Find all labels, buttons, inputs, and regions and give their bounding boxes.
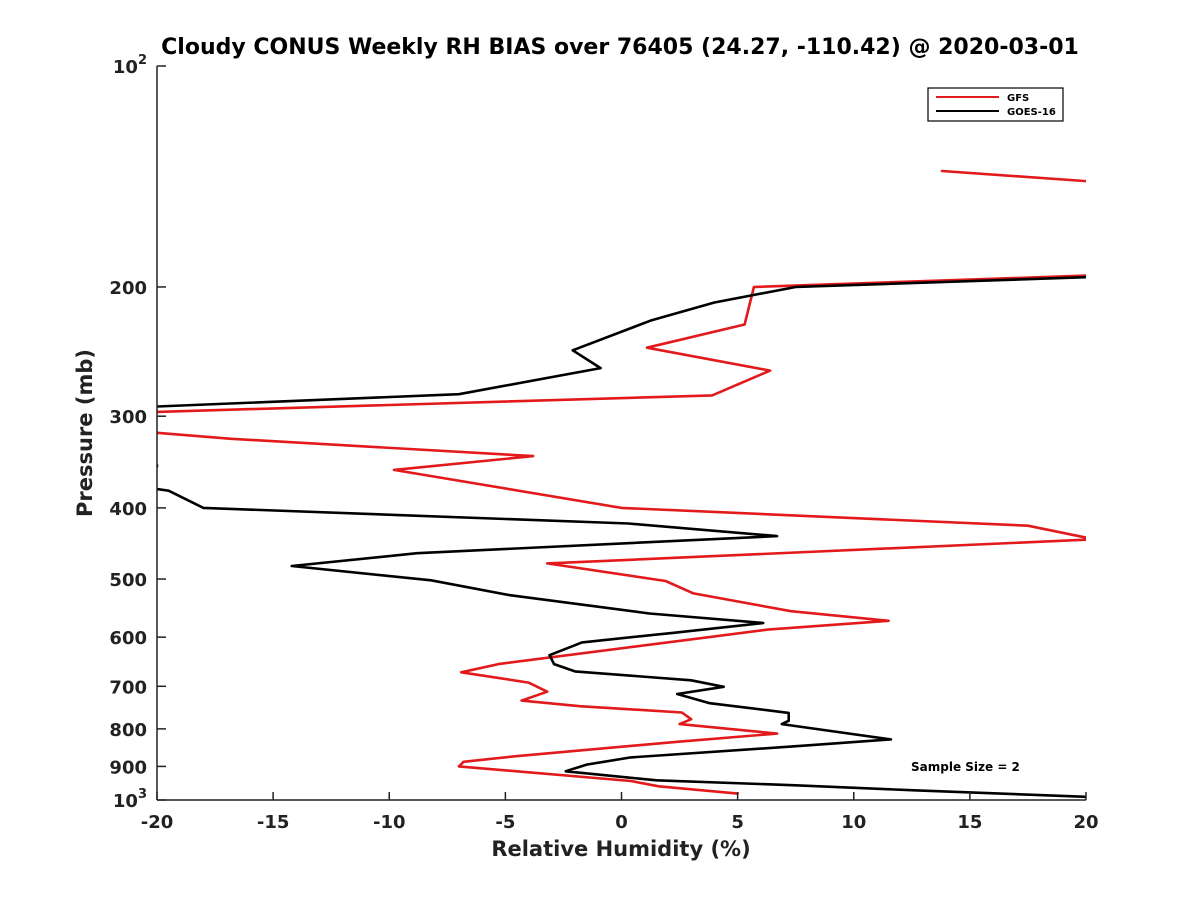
legend-box (927, 87, 1064, 122)
y-tick-label: 600 (109, 628, 147, 649)
series-gfs-line-2 (157, 431, 1086, 539)
series-layer (157, 169, 1086, 799)
x-tick-label: -5 (495, 812, 515, 833)
x-tick-label: 5 (731, 812, 744, 833)
y-tick-label: 900 (109, 757, 147, 778)
legend: GFS GOES-16 (927, 87, 1064, 122)
x-tick-label: -20 (141, 812, 174, 833)
x-tick-label: -15 (257, 812, 290, 833)
y-tick-label: 102 (113, 53, 147, 78)
y-tick-label: 500 (109, 570, 147, 591)
x-axis-label: Relative Humidity (%) (491, 837, 750, 861)
sample-size-annotation: Sample Size = 2 (911, 760, 1020, 774)
series-gfs-line-0 (940, 169, 1086, 183)
y-tick-label: 400 (109, 499, 147, 520)
series-goes16-line-0 (157, 275, 1086, 408)
x-tick-label: 0 (615, 812, 628, 833)
legend-label-gfs: GFS (1007, 93, 1029, 104)
y-tick-label: 700 (109, 677, 147, 698)
x-axis-ticks: -20 -15 -10 -5 0 5 10 15 20 (141, 792, 1099, 833)
series-gfs-line-1 (157, 274, 1086, 414)
x-tick-label: 15 (957, 812, 982, 833)
y-axis-label: Pressure (mb) (73, 349, 97, 517)
y-axis-ticks: 102 200 300 400 500 600 700 800 900 103 (109, 53, 166, 812)
series-goes16-line-2 (157, 487, 1086, 799)
y-tick-label: 800 (109, 720, 147, 741)
x-tick-label: 20 (1073, 812, 1098, 833)
legend-label-goes16: GOES-16 (1007, 107, 1056, 118)
chart-title: Cloudy CONUS Weekly RH BIAS over 76405 (… (161, 35, 1079, 60)
series-gfs-line-3 (457, 538, 1086, 795)
axes-layer (156, 66, 1086, 801)
y-tick-label: 103 (113, 787, 147, 812)
y-tick-label: 300 (109, 407, 147, 428)
x-tick-label: -10 (373, 812, 406, 833)
x-tick-label: 10 (841, 812, 866, 833)
y-tick-label: 200 (109, 278, 147, 299)
